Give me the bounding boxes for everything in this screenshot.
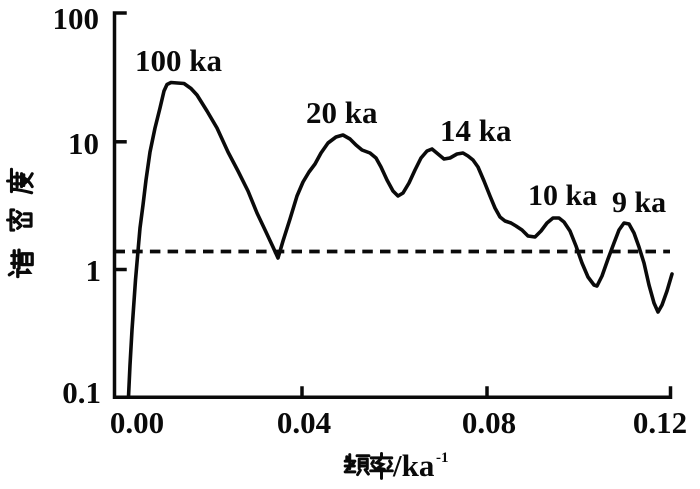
svg-text:20 ka: 20 ka bbox=[306, 95, 378, 130]
svg-text:10: 10 bbox=[68, 126, 99, 161]
svg-text:14 ka: 14 ka bbox=[440, 113, 512, 148]
svg-text:10 ka: 10 ka bbox=[528, 179, 597, 212]
svg-text:0.04: 0.04 bbox=[277, 405, 331, 440]
svg-text:/ka: /ka bbox=[392, 448, 435, 483]
svg-text:0.12: 0.12 bbox=[633, 405, 687, 440]
svg-text:1: 1 bbox=[86, 253, 102, 288]
svg-text:100: 100 bbox=[53, 1, 100, 36]
svg-text:-1: -1 bbox=[436, 450, 449, 466]
svg-text:0.00: 0.00 bbox=[110, 405, 164, 440]
svg-text:0.1: 0.1 bbox=[62, 375, 101, 410]
svg-text:0.08: 0.08 bbox=[462, 405, 516, 440]
svg-text:9 ka: 9 ka bbox=[612, 186, 666, 219]
svg-text:100 ka: 100 ka bbox=[135, 43, 222, 78]
